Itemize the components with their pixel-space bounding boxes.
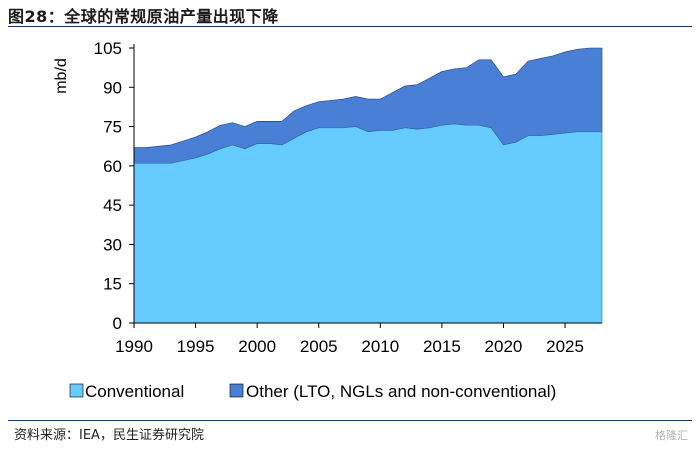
area-series-group — [133, 47, 603, 324]
x-tick-label: 1995 — [177, 337, 215, 356]
x-tick-label: 2020 — [485, 337, 523, 356]
production-area-chart: 0 15 30 45 60 75 90 105 1990 1995 2000 2005 2010 2015… — [53, 39, 603, 401]
y-tick-label: 75 — [103, 118, 122, 137]
y-tick-label: 60 — [103, 157, 122, 176]
area-series-conventional — [133, 123, 603, 324]
y-tick-label: 0 — [113, 314, 122, 333]
axes-group — [129, 44, 602, 328]
tick-labels-group: 0 15 30 45 60 75 90 105 1990 1995 2000 2005 2010 2015… — [94, 39, 584, 356]
x-tick-label: 2010 — [361, 337, 399, 356]
y-tick-label: 15 — [103, 275, 122, 294]
x-tick-label: 2005 — [300, 337, 338, 356]
y-tick-label: 30 — [103, 235, 122, 254]
source-divider — [8, 420, 692, 421]
legend-swatch-conventional — [69, 383, 84, 398]
x-tick-label: 2025 — [546, 337, 584, 356]
title-divider — [8, 26, 692, 27]
y-axis-label: mb/d — [53, 58, 70, 94]
source-note: 资料来源：IEA，民生证券研究院 — [14, 428, 204, 443]
legend-label-other: Other (LTO, NGLs and non-conventional) — [246, 382, 556, 401]
y-tick-label: 45 — [103, 196, 122, 215]
watermark-text: 格隆汇 — [655, 429, 688, 442]
chart-figure-title: 图28：全球的常规原油产量出现下降 — [8, 7, 279, 26]
x-tick-label: 2000 — [238, 337, 276, 356]
legend-label-conventional: Conventional — [85, 382, 184, 401]
legend: Conventional Other (LTO, NGLs and non-co… — [69, 382, 556, 401]
legend-swatch-other — [229, 383, 244, 398]
x-tick-label: 1990 — [115, 337, 153, 356]
x-tick-label: 2015 — [423, 337, 461, 356]
y-tick-label: 105 — [94, 39, 122, 58]
y-tick-label: 90 — [103, 78, 122, 97]
